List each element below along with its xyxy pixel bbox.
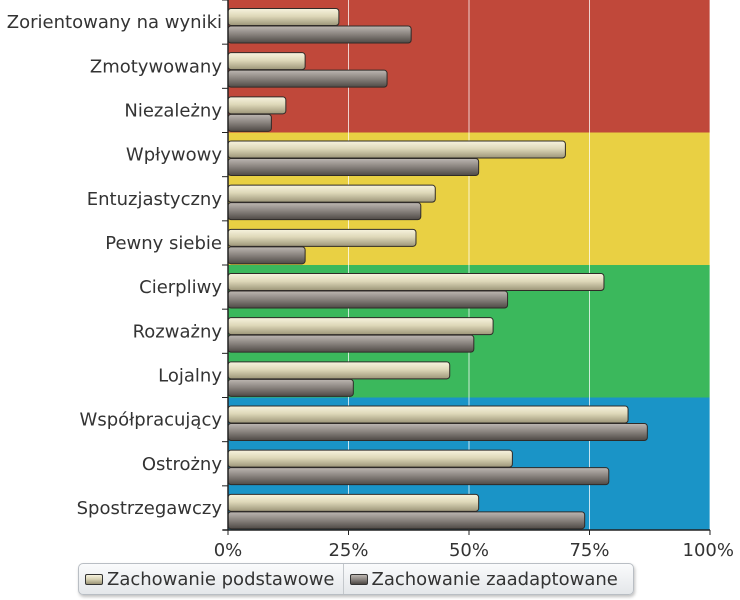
category-label-pewny-siebie: Pewny siebie [105, 233, 222, 254]
legend-label-adapted: Zachowanie zaadaptowane [371, 568, 618, 590]
legend-item-base[interactable]: Zachowanie podstawowe [79, 564, 343, 594]
x-tick-label: 75% [569, 540, 609, 561]
bar-base-zorientowany-na-wyniki[interactable] [227, 8, 340, 26]
bar-base-wspolpracujacy[interactable] [227, 405, 629, 424]
bar-adapted-cierpliwy[interactable] [227, 290, 509, 309]
bar-base-zmotywowany[interactable] [227, 52, 306, 71]
bars [227, 8, 648, 530]
legend-item-adapted[interactable]: Zachowanie zaadaptowane [342, 564, 626, 594]
x-tick-label: 0% [214, 540, 243, 561]
bar-base-ostrozny[interactable] [227, 449, 513, 468]
legend-swatch-base [85, 573, 103, 585]
bar-adapted-spostrzegawczy[interactable] [227, 511, 586, 530]
bar-adapted-rozwazny[interactable] [227, 334, 475, 353]
x-tick-label: 50% [449, 540, 489, 561]
category-label-entuzjastyczny: Entuzjastyczny [87, 189, 223, 210]
category-label-niezalezny: Niezależny [124, 100, 222, 121]
axes [222, 0, 711, 535]
bar-base-entuzjastyczny[interactable] [227, 184, 436, 203]
x-tick-label: 100% [683, 540, 734, 561]
category-label-spostrzegawczy: Spostrzegawczy [77, 498, 223, 519]
grid-lines [348, 0, 711, 530]
bar-base-pewny-siebie[interactable] [227, 228, 417, 247]
bar-adapted-lojalny[interactable] [227, 378, 354, 397]
bar-base-rozwazny[interactable] [227, 317, 494, 336]
x-tick-labels: 0% 25% 50% 75% 100% [214, 540, 734, 561]
bar-base-lojalny[interactable] [227, 361, 451, 380]
legend-label-base: Zachowanie podstawowe [107, 568, 335, 590]
legend: Zachowanie podstawowe Zachowanie zaadapt… [78, 563, 634, 595]
bar-adapted-wplywowy[interactable] [227, 158, 480, 176]
category-label-zmotywowany: Zmotywowany [90, 56, 222, 77]
bar-base-cierpliwy[interactable] [227, 273, 605, 291]
bar-adapted-wspolpracujacy[interactable] [227, 423, 648, 441]
bar-adapted-zorientowany-na-wyniki[interactable] [227, 25, 412, 44]
bar-adapted-pewny-siebie[interactable] [227, 246, 306, 265]
category-label-lojalny: Lojalny [158, 365, 222, 386]
category-label-cierpliwy: Cierpliwy [139, 277, 222, 298]
x-tick-label: 25% [328, 540, 368, 561]
category-label-wplywowy: Wpływowy [126, 145, 222, 166]
category-label-zorientowany-na-wyniki: Zorientowany na wyniki [7, 12, 222, 33]
bar-base-niezalezny[interactable] [227, 96, 287, 115]
bar-adapted-entuzjastyczny[interactable] [227, 202, 422, 221]
bar-adapted-ostrozny[interactable] [227, 467, 610, 486]
category-label-ostrozny: Ostrożny [142, 454, 222, 475]
bar-base-wplywowy[interactable] [227, 140, 566, 159]
bar-base-spostrzegawczy[interactable] [227, 493, 480, 512]
category-labels: Zorientowany na wyniki Zmotywowany Niezale… [7, 12, 223, 519]
category-label-wspolpracujacy: Współpracujący [80, 410, 223, 431]
category-label-rozwazny: Rozważny [133, 321, 223, 342]
bar-adapted-zmotywowany[interactable] [227, 69, 388, 88]
bar-adapted-niezalezny[interactable] [227, 113, 272, 132]
legend-swatch-adapted [349, 573, 368, 585]
